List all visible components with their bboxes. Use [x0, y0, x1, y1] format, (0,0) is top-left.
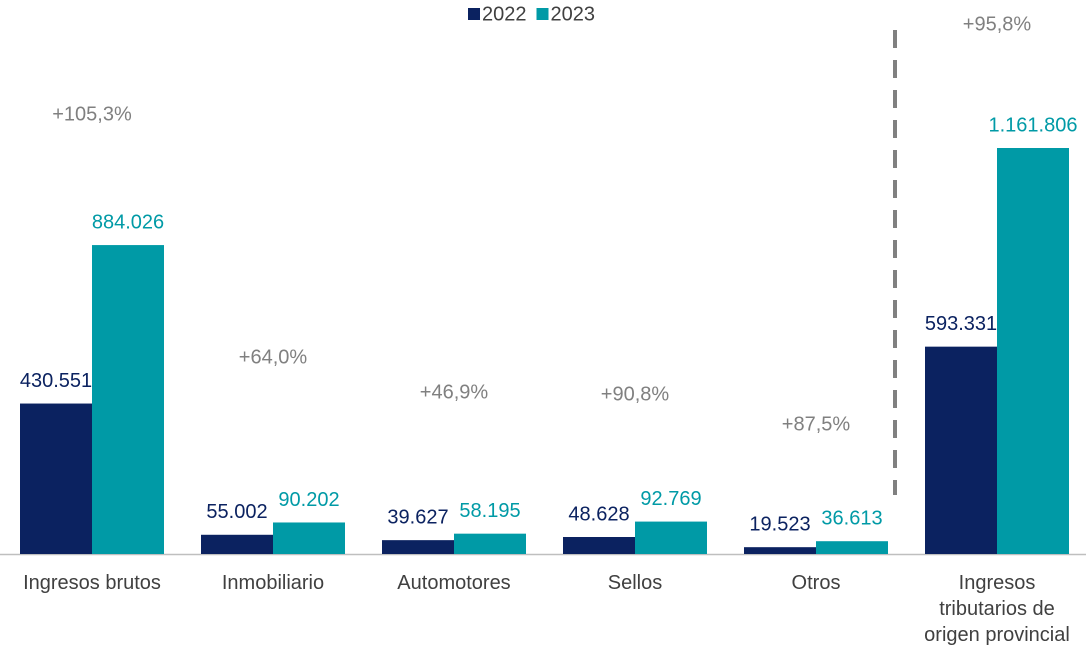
value-label: 58.195: [459, 500, 520, 522]
bar: [382, 540, 454, 554]
value-label: 92.769: [640, 488, 701, 510]
bar: [20, 403, 92, 554]
annotation: +46,9%: [420, 381, 489, 403]
x-tick-label: Otros: [791, 572, 841, 594]
bar: [563, 537, 635, 554]
annotation: +64,0%: [239, 346, 308, 368]
bar: [454, 533, 526, 554]
value-label: 55.002: [206, 501, 267, 523]
x-tick-label: Inmobiliario: [221, 572, 325, 594]
value-label: 36.613: [821, 507, 882, 529]
annotation: +105,3%: [52, 103, 132, 125]
value-label: 430.551: [20, 370, 92, 392]
x-tick-label: Automotores: [397, 572, 511, 594]
value-label: 593.331: [925, 313, 997, 335]
bar: [816, 541, 888, 554]
value-label: 1.161.806: [989, 114, 1078, 136]
annotation: +90,8%: [601, 383, 670, 405]
legend-label: 2023: [551, 3, 596, 25]
value-label: 19.523: [749, 513, 810, 535]
value-label: 884.026: [92, 211, 164, 233]
x-tick-label: Ingresos brutos: [23, 572, 161, 594]
bar: [744, 547, 816, 554]
legend-swatch: [536, 8, 549, 20]
value-label: 90.202: [278, 489, 339, 511]
bar: [925, 346, 997, 554]
bar: [92, 245, 164, 554]
x-tick-label: Sellos: [607, 572, 663, 594]
bar: [635, 521, 707, 554]
annotation: +95,8%: [963, 13, 1032, 35]
annotation: +87,5%: [782, 413, 851, 435]
value-label: 48.628: [568, 503, 629, 525]
legend-label: 2022: [482, 3, 527, 25]
bar: [273, 522, 345, 554]
value-label: 39.627: [387, 506, 448, 528]
legend-swatch: [468, 8, 480, 20]
x-tick-label: Ingresos tributarios de origen provincia…: [924, 572, 1070, 646]
bar: [997, 148, 1069, 554]
bar: [201, 534, 273, 554]
